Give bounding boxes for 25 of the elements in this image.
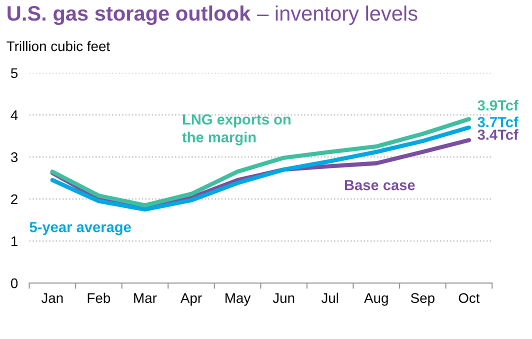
x-tick-label: Jan	[41, 293, 63, 303]
y-tick-label: 3	[10, 152, 18, 162]
y-tick-label: 1	[11, 236, 18, 246]
data-label: 3.4Tcf	[478, 129, 518, 140]
x-tick-label: Jun	[272, 293, 294, 303]
x-tick-label: Sep	[410, 293, 434, 306]
y-tick-label: 2	[11, 194, 18, 204]
series-label: Base case	[344, 180, 415, 190]
x-tick-label: Oct	[458, 293, 480, 303]
y-tick-label: 4	[10, 110, 18, 120]
data-label: 3.9Tcf	[478, 100, 518, 111]
x-tick-label: Mar	[134, 293, 157, 303]
x-tick-label: Apr	[180, 293, 202, 306]
x-tick-label: May	[226, 293, 251, 306]
series-label: LNG exports on the margin	[182, 114, 290, 146]
y-axis-title: Trillion cubic feet	[6, 40, 110, 52]
series-label: 5-year average	[30, 222, 131, 236]
data-label: 3.7Tcf	[478, 116, 518, 128]
y-tick-label: 0	[10, 278, 18, 288]
x-tick-label: Jul	[321, 292, 338, 303]
x-tick-label: Aug	[364, 293, 388, 306]
chart-title: U.S. gas storage outlook	[8, 6, 251, 26]
x-tick-label: Feb	[88, 292, 110, 303]
y-tick-label: 5	[10, 68, 18, 78]
chart-subtitle: – inventory levels	[257, 6, 418, 25]
